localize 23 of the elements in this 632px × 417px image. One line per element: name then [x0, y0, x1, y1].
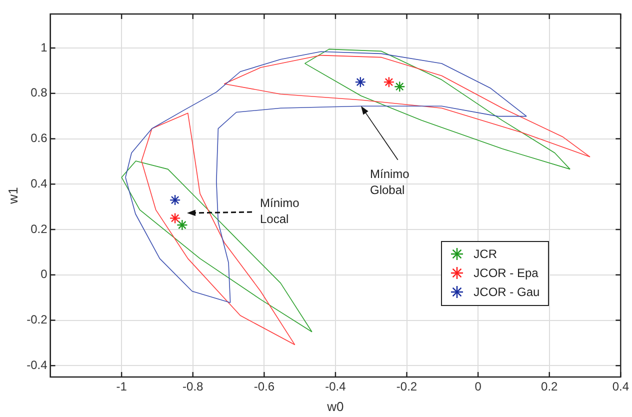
legend-label: JCOR - Epa [474, 266, 538, 280]
annotation: Mínimo Global [370, 166, 410, 198]
x-tick-label: -1 [116, 380, 128, 394]
y-tick-label: 0.2 [30, 222, 48, 236]
legend-label: JCR [474, 247, 497, 261]
x-tick-label: -0.2 [396, 380, 418, 394]
legend-label: JCOR - Gau [474, 285, 540, 299]
x-axis-title: w0 [326, 398, 344, 414]
annotation: Mínimo Local [260, 195, 300, 227]
y-tick-label: 0 [40, 267, 48, 282]
y-tick-label: -0.2 [26, 312, 48, 327]
x-tick-label: 0 [474, 380, 482, 394]
y-axis-title: w1 [5, 187, 20, 205]
y-tick-label: 1 [40, 40, 48, 54]
x-tick-label: 0.2 [541, 380, 558, 394]
y-tick-label: 0.8 [30, 86, 48, 100]
y-tick-label: 0.6 [30, 131, 48, 146]
x-tick-label: -0.6 [254, 380, 275, 394]
y-tick-label: -0.4 [26, 358, 48, 372]
x-tick-label: -0.4 [325, 380, 346, 394]
x-tick-label: -0.8 [182, 380, 204, 394]
x-tick-label: 0.4 [612, 380, 630, 394]
y-tick-label: 0.4 [30, 176, 48, 190]
